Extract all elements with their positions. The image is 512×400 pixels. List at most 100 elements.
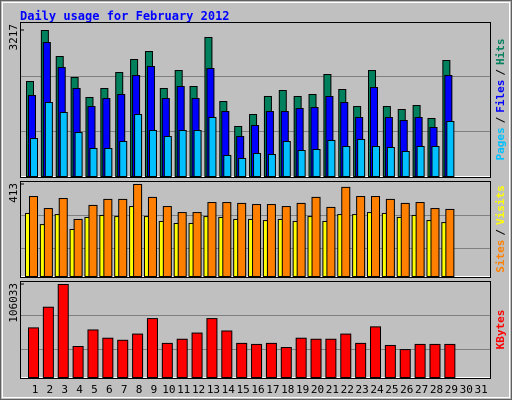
bar [385,198,395,277]
bar [414,343,426,379]
bar [416,146,425,177]
bar [267,153,276,178]
x-tick-label: 11 [177,383,190,396]
bar [42,306,54,379]
legend-entry: KBytes [494,310,507,350]
x-tick-label: 8 [136,383,143,396]
legend-entry: Files [494,80,507,113]
bar [372,146,381,177]
x-tick-label: 19 [296,383,309,396]
bar [103,198,113,277]
bar [162,206,172,277]
x-tick-label: 20 [311,383,324,396]
x-tick-label: 31 [474,383,487,396]
bar [177,212,187,277]
x-tick-label: 25 [385,383,398,396]
x-tick-label: 3 [61,383,68,396]
bar [326,206,336,277]
bar [312,148,321,178]
x-tick-label: 13 [207,383,220,396]
legend-entry: Hits [494,39,507,66]
x-tick-label: 15 [237,383,250,396]
bar [356,196,366,277]
bar [325,338,337,379]
bar [253,152,262,177]
bar [237,202,247,278]
x-tick-label: 12 [192,383,205,396]
bar [371,196,381,277]
bar [222,202,232,277]
bar [266,204,276,278]
bar [340,333,352,378]
x-tick-label: 4 [76,383,83,396]
x-tick-label: 18 [281,383,294,396]
bar [146,318,158,378]
bar [118,198,128,277]
x-tick-label: 26 [400,383,413,396]
chart-title: Daily usage for February 2012 [20,9,230,23]
bar [430,208,440,277]
bar [161,342,173,378]
bar [134,114,143,177]
y-tick-label: 3217 [7,24,20,51]
y-tick-label: 413 [7,183,20,203]
bar [57,284,69,378]
x-tick-label: 27 [415,383,428,396]
bar [44,102,53,177]
bar [88,204,98,277]
legend-entry: Sites [494,240,507,273]
bar [401,150,410,177]
x-tick-label: 30 [460,383,473,396]
x-tick-label: 1 [32,383,39,396]
bar [208,117,217,177]
bar [238,157,247,177]
bar [386,146,395,178]
bar [341,186,351,278]
bar [104,147,113,178]
legend-entry: Pages [494,127,507,160]
bar [102,337,114,378]
bar [147,196,157,277]
bar [89,147,98,178]
bar [310,338,322,379]
bar [236,342,248,378]
x-tick-label: 28 [430,383,443,396]
bar [176,338,188,379]
legend-entry: Visits [494,185,507,225]
bar [28,327,39,379]
bar [252,204,262,278]
bar [29,196,38,277]
x-tick-label: 29 [445,383,458,396]
bar [265,342,277,378]
bar [193,130,202,177]
x-tick-label: 10 [162,383,175,396]
legend: Pages / Files / Hits [494,39,507,161]
bar [59,112,68,177]
bar [207,202,217,277]
bar [163,136,172,177]
bar [295,337,307,378]
bar [133,184,143,277]
bar [400,202,410,278]
bar [251,343,263,379]
bar [429,343,441,379]
bar [221,330,233,378]
bar [87,329,99,379]
bar [72,345,84,379]
x-tick-label: 16 [251,383,264,396]
x-tick-label: 9 [151,383,158,396]
x-tick-label: 2 [47,383,54,396]
bar [73,218,83,277]
legend-separator: / [494,69,507,76]
bar [297,149,306,177]
bar [431,146,440,177]
y-tick-label: 106033 [7,283,20,323]
bar [148,130,157,177]
bar [281,206,291,277]
x-tick-label: 17 [266,383,279,396]
bar [355,342,367,378]
legend-separator: / [494,229,507,236]
x-tick-label: 5 [91,383,98,396]
